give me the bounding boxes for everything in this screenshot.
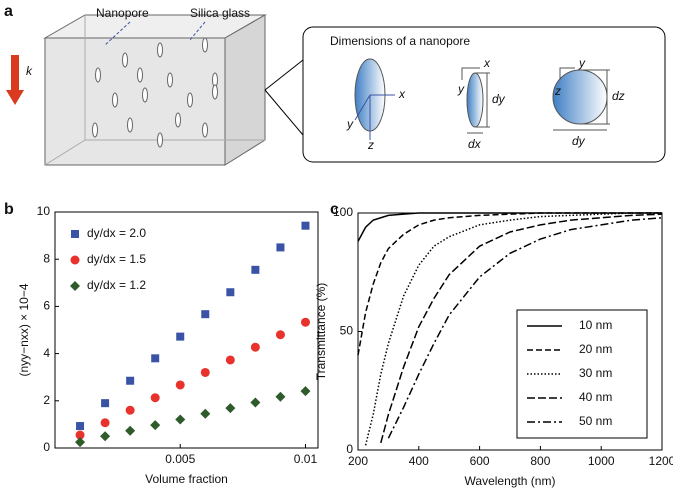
y-tick-label: 50: [340, 324, 354, 338]
y-tick-label: 100: [333, 205, 353, 219]
marker: [175, 380, 185, 390]
marker: [276, 243, 285, 252]
y-tick-label: 4: [43, 346, 50, 360]
x-tick-label: 800: [530, 454, 550, 468]
pointer: [189, 21, 206, 41]
y-tick-label: 6: [43, 299, 50, 313]
x-tick-label: 200: [348, 454, 368, 468]
marker: [250, 397, 261, 408]
silica-label: Silica glass: [190, 6, 250, 20]
marker: [175, 414, 186, 425]
axis-letter: z: [367, 138, 374, 152]
dimension: dy: [572, 134, 586, 148]
line: [387, 216, 663, 439]
panel-label: a: [4, 3, 13, 20]
nanopore-label: Nanopore: [96, 6, 149, 20]
legend-marker: [70, 281, 80, 291]
pore-sketch: [354, 58, 610, 140]
legend-label: dy/dx = 2.0: [87, 226, 146, 240]
zoom-line: [264, 89, 304, 136]
legend-label: 50 nm: [579, 414, 612, 428]
dimension: dz: [612, 89, 625, 103]
y-tick-label: 0: [346, 442, 353, 456]
marker: [300, 317, 310, 327]
marker: [75, 437, 86, 448]
legend-label: 20 nm: [579, 342, 612, 356]
x-tick-label: 1200: [649, 454, 673, 468]
marker: [226, 288, 235, 297]
marker: [125, 405, 135, 415]
marker: [100, 431, 111, 442]
x-tick-label: 600: [470, 454, 490, 468]
legend-label: 30 nm: [579, 366, 612, 380]
line: [380, 213, 663, 444]
x-axis-label: Volume fraction: [145, 472, 228, 486]
marker: [126, 376, 135, 385]
legend-label: dy/dx = 1.2: [87, 278, 146, 292]
marker: [225, 403, 236, 414]
marker: [275, 330, 285, 340]
marker: [300, 386, 311, 397]
pointer: [104, 21, 131, 46]
marker: [200, 408, 211, 419]
axis-letter: x: [483, 56, 491, 70]
line: [357, 212, 662, 356]
zoom-line: [264, 59, 304, 91]
marker: [251, 265, 260, 274]
x-tick-label: 0.005: [165, 452, 195, 466]
axis-letter: y: [346, 117, 354, 131]
legend-marker: [70, 255, 80, 265]
line: [364, 212, 662, 446]
legend-marker: [71, 230, 79, 238]
marker: [101, 399, 110, 408]
y-tick-label: 10: [37, 204, 51, 218]
legend-label: 10 nm: [579, 318, 612, 332]
wave-arrow: [6, 55, 24, 105]
y-tick-label: 2: [43, 393, 50, 407]
x-tick-label: 1000: [588, 454, 615, 468]
marker: [150, 393, 160, 403]
marker: [301, 221, 310, 230]
wave-label: k: [26, 64, 33, 78]
marker: [151, 354, 160, 363]
axis-letter: y: [578, 56, 586, 70]
y-axis-label: Transmittance (%): [314, 283, 328, 381]
marker: [225, 355, 235, 365]
marker: [150, 420, 161, 431]
y-tick-label: 8: [43, 251, 50, 265]
inset-box: [302, 26, 666, 163]
axis-letter: z: [554, 84, 561, 98]
axis-letter: x: [398, 87, 406, 101]
panel-label: c: [330, 201, 339, 218]
plot-frame: [54, 211, 319, 449]
marker: [75, 430, 85, 440]
marker: [125, 425, 136, 436]
marker: [275, 391, 286, 402]
marker: [100, 418, 110, 428]
marker: [250, 342, 260, 352]
marker: [76, 422, 85, 431]
axis-letter: y: [457, 82, 465, 96]
marker: [176, 332, 185, 341]
y-axis-label: (nyy−nxx) × 10−4: [17, 283, 31, 376]
x-tick-label: 400: [409, 454, 429, 468]
cube: [43, 14, 267, 166]
marker: [200, 367, 210, 377]
legend-label: 40 nm: [579, 390, 612, 404]
x-tick-label: 0.01: [294, 452, 318, 466]
legend-label: dy/dx = 1.5: [87, 252, 146, 266]
dimension: dx: [468, 137, 482, 151]
dimension: dy: [492, 92, 506, 106]
panel-label: b: [4, 201, 14, 218]
marker: [201, 310, 210, 319]
y-tick-label: 0: [43, 440, 50, 454]
inset-title: Dimensions of a nanopore: [330, 34, 470, 48]
x-axis-label: Wavelength (nm): [465, 474, 556, 488]
